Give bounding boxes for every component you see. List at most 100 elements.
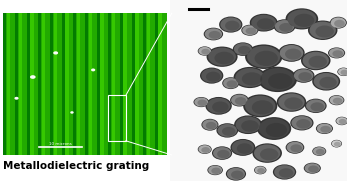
Ellipse shape: [222, 127, 236, 136]
Ellipse shape: [255, 166, 266, 174]
Ellipse shape: [194, 98, 208, 107]
Ellipse shape: [227, 80, 237, 88]
Ellipse shape: [280, 45, 303, 61]
Ellipse shape: [242, 72, 262, 85]
Ellipse shape: [301, 51, 331, 70]
Ellipse shape: [277, 92, 306, 112]
Ellipse shape: [314, 73, 339, 90]
Ellipse shape: [200, 67, 223, 84]
Bar: [143, 13, 146, 155]
Ellipse shape: [245, 44, 282, 69]
Ellipse shape: [296, 119, 311, 129]
Ellipse shape: [329, 95, 344, 105]
Ellipse shape: [286, 8, 318, 29]
Ellipse shape: [250, 14, 278, 32]
Ellipse shape: [207, 98, 230, 114]
Ellipse shape: [293, 68, 314, 83]
Ellipse shape: [201, 119, 219, 131]
Bar: [124, 13, 127, 155]
Ellipse shape: [319, 77, 337, 88]
Ellipse shape: [231, 170, 244, 179]
Ellipse shape: [220, 17, 241, 32]
Bar: [120, 13, 123, 155]
Ellipse shape: [268, 73, 292, 89]
Ellipse shape: [208, 165, 223, 175]
Ellipse shape: [279, 23, 293, 32]
Ellipse shape: [337, 68, 347, 76]
Ellipse shape: [214, 52, 234, 64]
Ellipse shape: [320, 126, 331, 133]
Ellipse shape: [330, 17, 347, 29]
Ellipse shape: [242, 25, 257, 35]
Ellipse shape: [331, 140, 342, 147]
Ellipse shape: [340, 70, 347, 75]
Ellipse shape: [308, 166, 319, 172]
Bar: [85, 13, 88, 155]
Ellipse shape: [258, 67, 297, 92]
Bar: [158, 13, 162, 155]
Ellipse shape: [217, 150, 230, 158]
Bar: [170, 0, 347, 181]
Ellipse shape: [205, 28, 222, 40]
Ellipse shape: [246, 28, 256, 34]
Ellipse shape: [279, 168, 293, 178]
Ellipse shape: [212, 146, 232, 160]
Ellipse shape: [208, 166, 222, 175]
Bar: [7, 13, 10, 155]
Bar: [50, 13, 53, 155]
Ellipse shape: [241, 25, 259, 36]
Ellipse shape: [247, 46, 280, 68]
Bar: [19, 13, 22, 155]
Bar: [155, 13, 158, 155]
Ellipse shape: [339, 119, 347, 124]
Ellipse shape: [231, 94, 248, 106]
Bar: [62, 13, 65, 155]
Ellipse shape: [286, 141, 304, 154]
Ellipse shape: [218, 124, 237, 137]
Ellipse shape: [233, 42, 253, 56]
Text: 10 microns: 10 microns: [49, 142, 72, 146]
Ellipse shape: [278, 93, 305, 111]
Bar: [147, 13, 150, 155]
Bar: [132, 13, 135, 155]
Ellipse shape: [257, 117, 291, 140]
Bar: [97, 13, 100, 155]
Ellipse shape: [234, 115, 262, 134]
Ellipse shape: [274, 165, 295, 179]
Ellipse shape: [275, 20, 294, 33]
Ellipse shape: [329, 48, 344, 58]
Ellipse shape: [251, 15, 276, 31]
Circle shape: [92, 69, 94, 71]
Bar: [108, 95, 126, 141]
Ellipse shape: [336, 117, 347, 125]
Bar: [30, 13, 34, 155]
Ellipse shape: [241, 120, 259, 132]
Ellipse shape: [206, 72, 221, 82]
Ellipse shape: [290, 115, 314, 130]
Ellipse shape: [235, 97, 246, 105]
Ellipse shape: [287, 9, 316, 28]
Ellipse shape: [201, 49, 210, 55]
Ellipse shape: [252, 100, 273, 115]
Ellipse shape: [252, 143, 282, 163]
Ellipse shape: [201, 68, 222, 83]
Ellipse shape: [205, 97, 232, 115]
Ellipse shape: [243, 94, 277, 117]
Ellipse shape: [316, 149, 324, 155]
Ellipse shape: [290, 144, 302, 152]
Ellipse shape: [202, 119, 218, 130]
Bar: [27, 13, 30, 155]
Ellipse shape: [213, 147, 231, 159]
Ellipse shape: [336, 117, 347, 125]
Ellipse shape: [313, 147, 325, 155]
Ellipse shape: [238, 46, 251, 54]
Ellipse shape: [310, 22, 336, 39]
Ellipse shape: [204, 28, 223, 40]
Ellipse shape: [234, 67, 266, 88]
Ellipse shape: [305, 99, 327, 113]
Bar: [112, 13, 115, 155]
Bar: [39, 13, 41, 155]
Ellipse shape: [211, 168, 221, 174]
Ellipse shape: [257, 168, 265, 173]
Ellipse shape: [227, 168, 245, 180]
